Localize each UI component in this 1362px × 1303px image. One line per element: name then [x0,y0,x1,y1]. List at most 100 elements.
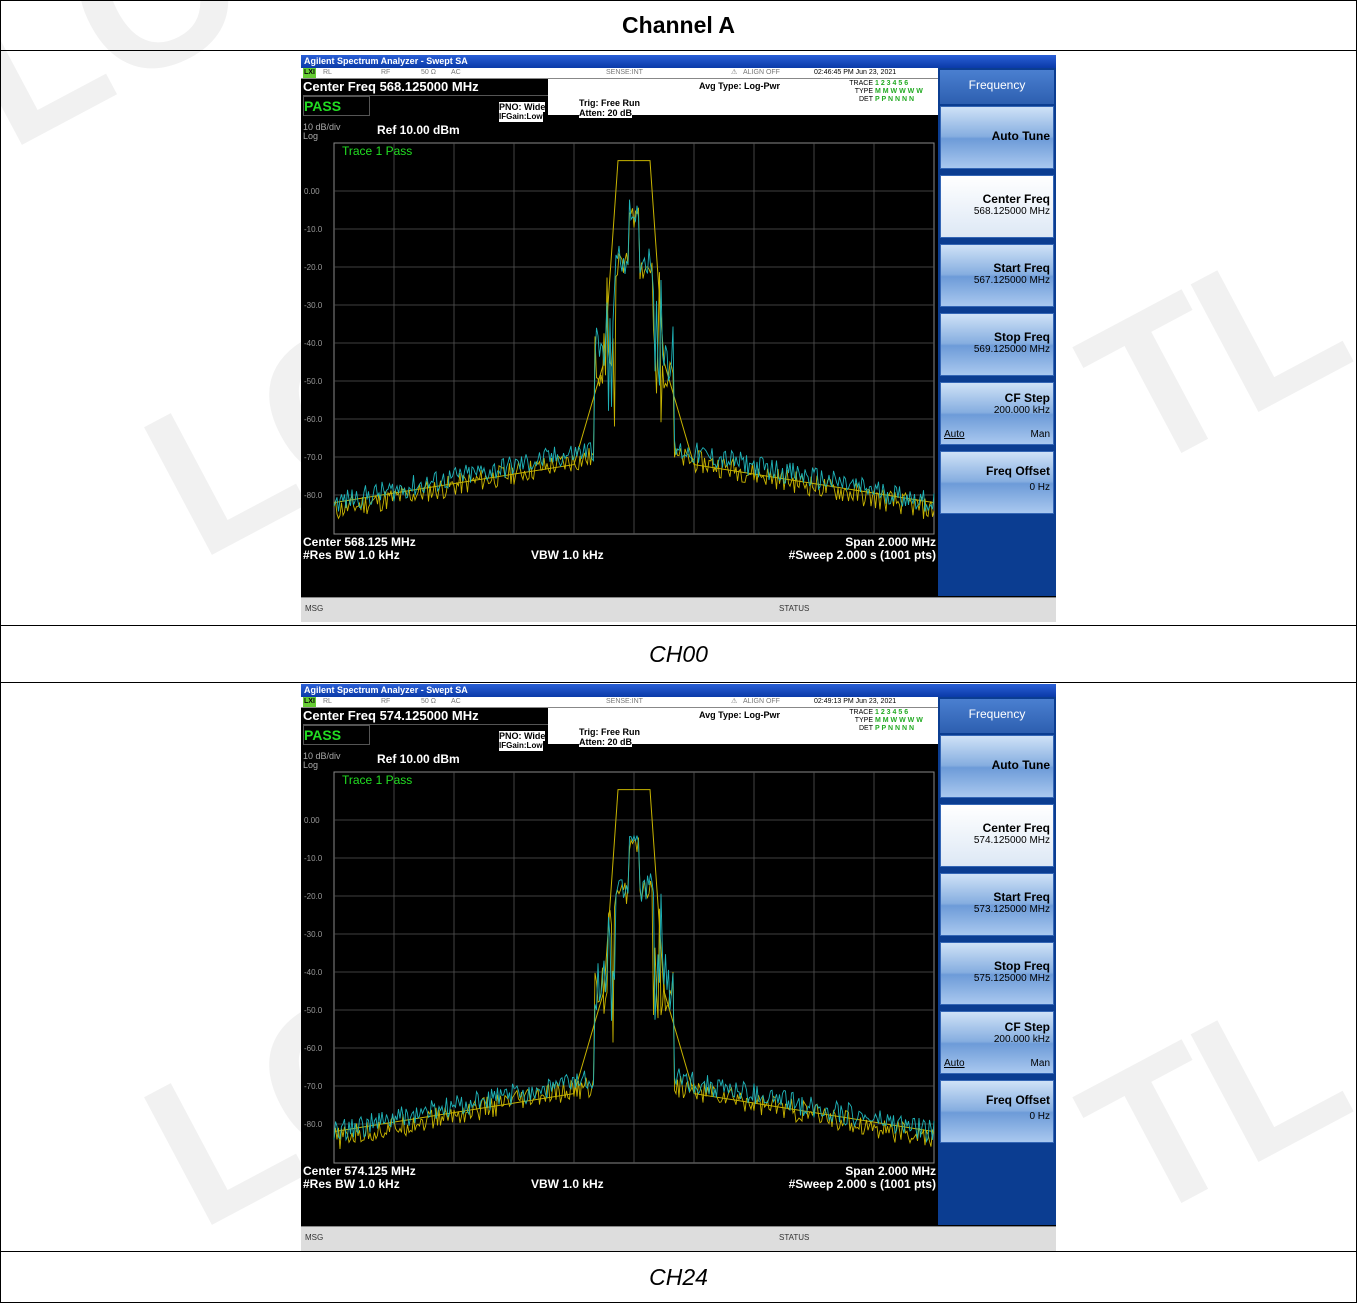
y-tick-label: -30.0 [304,930,323,939]
rl-label: RL [323,68,332,76]
y-tick-label: -10.0 [304,854,323,863]
spectrum-plot: 0.00 -10.0 -20.0 -30.0 -40.0 -50.0 -60.0 -70.0 -… [304,771,935,1163]
trigger-label: Trig: Free Run [579,97,641,108]
y-tick-label: -20.0 [304,263,323,272]
message-bar: MSG STATUS [301,1225,1056,1251]
status-label: STATUS [779,603,810,613]
freq-offset-softkey[interactable]: Freq Offset 0 Hz [940,450,1054,514]
screenshot-cell: Agilent Spectrum Analyzer - Swept SA LXI… [0,682,1357,1252]
lxi-icon: LXI [303,696,316,707]
center-freq-title: Center Freq 568.125000 MHz [303,78,548,96]
pass-indicator: PASS [303,95,370,116]
menu-title: Frequency [940,69,1054,104]
center-freq-bottom: Center 568.125 MHz [303,534,416,549]
warning-icon: ⚠ [731,68,738,76]
impedance-label: 50 Ω [421,697,436,705]
spectrum-analyzer-screen: Agilent Spectrum Analyzer - Swept SA LXI… [301,54,1056,622]
timestamp: 02:49:13 PM Jun 23, 2021 [814,697,897,705]
y-tick-label: -50.0 [304,1006,323,1015]
screenshot-cell: Agilent Spectrum Analyzer - Swept SA LXI… [0,50,1357,626]
ref-level: Ref 10.00 dBm [377,122,460,137]
rf-label: RF [381,68,391,76]
center-freq-bottom: Center 574.125 MHz [303,1163,416,1178]
y-tick-label: -70.0 [304,453,323,462]
trace-2-line [333,199,935,512]
avg-type-label: Avg Type: Log-Pwr [699,80,780,91]
start-freq-softkey[interactable]: Start Freq 573.125000 MHz [940,872,1054,936]
align-label: ALIGN OFF [743,68,780,76]
center-freq-softkey[interactable]: Center Freq 568.125000 MHz [940,174,1054,238]
y-tick-label: 0.00 [304,816,320,825]
y-tick-label: -20.0 [304,892,323,901]
span-label: Span 2.000 MHz [845,534,936,549]
vbw-label: VBW 1.0 kHz [531,1176,604,1191]
man-option[interactable]: Man [1030,428,1050,440]
trace-status: 1 2 3 4 5 6 M M W W W W P P N N N N [875,79,923,104]
report-header: Channel A [0,0,1357,51]
spectrum-plot: 0.00 -10.0 -20.0 -30.0 -40.0 -50.0 -60.0 -70.0 -… [304,142,935,534]
trace-1-line [333,207,935,519]
sweep-label: #Sweep 2.000 s (1001 pts) [788,1176,936,1191]
warning-icon: ⚠ [731,697,738,705]
pno-label: PNO: Wide [499,101,546,112]
center-freq-title: Center Freq 574.125000 MHz [303,707,548,725]
y-tick-label: -70.0 [304,1082,323,1091]
status-label: STATUS [779,1232,810,1242]
softkey-menu: Frequency Auto Tune Center Freq 568.1250… [938,67,1056,596]
y-tick-label: -80.0 [304,1120,323,1129]
y-tick-label: -40.0 [304,968,323,977]
window-title: Agilent Spectrum Analyzer - Swept SA [301,54,1056,68]
softkey-menu: Frequency Auto Tune Center Freq 574.1250… [938,696,1056,1225]
menu-title: Frequency [940,698,1054,733]
y-tick-label: -50.0 [304,377,323,386]
y-tick-label: -10.0 [304,225,323,234]
auto-tune-softkey[interactable]: Auto Tune [940,105,1054,169]
sense-label: SENSE:INT [606,697,643,705]
stop-freq-softkey[interactable]: Stop Freq 575.125000 MHz [940,941,1054,1005]
man-option[interactable]: Man [1030,1057,1050,1069]
y-tick-label: 0.00 [304,187,320,196]
y-tick-label: -60.0 [304,415,323,424]
trace-pass-label: Trace 1 Pass [342,144,412,158]
res-bw-label: #Res BW 1.0 kHz [303,547,400,562]
trace-2-line [333,833,935,1143]
ifgain-label: IFGain:Low [499,111,543,122]
start-freq-softkey[interactable]: Start Freq 567.125000 MHz [940,243,1054,307]
timestamp: 02:46:45 PM Jun 23, 2021 [814,68,897,76]
trace-status: 1 2 3 4 5 6 M M W W W W P P N N N N [875,708,923,733]
cf-step-softkey[interactable]: CF Step 200.000 kHz Auto Man [940,1010,1054,1074]
scale-label: 10 dB/div Log [303,750,341,770]
avg-type-label: Avg Type: Log-Pwr [699,709,780,720]
impedance-label: 50 Ω [421,68,436,76]
message-bar: MSG STATUS [301,596,1056,622]
coupling-label: AC [451,68,461,76]
spectrum-analyzer-screen: Agilent Spectrum Analyzer - Swept SA LXI… [301,683,1056,1251]
center-freq-softkey[interactable]: Center Freq 574.125000 MHz [940,803,1054,867]
rl-label: RL [323,697,332,705]
sense-label: SENSE:INT [606,68,643,76]
caption: CH00 [0,625,1357,683]
y-tick-label: -80.0 [304,491,323,500]
ref-level: Ref 10.00 dBm [377,751,460,766]
msg-label: MSG [305,1232,324,1242]
vbw-label: VBW 1.0 kHz [531,547,604,562]
sweep-label: #Sweep 2.000 s (1001 pts) [788,547,936,562]
cf-step-softkey[interactable]: CF Step 200.000 kHz Auto Man [940,381,1054,445]
trace-pass-label: Trace 1 Pass [342,773,412,787]
trace-type-det-labels: TRACE TYPE DET [833,708,873,733]
y-tick-label: -30.0 [304,301,323,310]
status-bar: LXI RL RF 50 Ω AC SENSE:INT ⚠ ALIGN OFF … [301,67,938,79]
trigger-label: Trig: Free Run [579,726,641,737]
trace-type-det-labels: TRACE TYPE DET [833,79,873,104]
caption: CH24 [0,1251,1357,1303]
auto-option[interactable]: Auto [944,428,965,440]
freq-offset-softkey[interactable]: Freq Offset 0 Hz [940,1079,1054,1143]
auto-tune-softkey[interactable]: Auto Tune [940,734,1054,798]
res-bw-label: #Res BW 1.0 kHz [303,1176,400,1191]
atten-label: Atten: 20 dB [579,736,633,747]
limit-mask-line [333,788,935,1132]
ifgain-label: IFGain:Low [499,740,543,751]
auto-option[interactable]: Auto [944,1057,965,1069]
stop-freq-softkey[interactable]: Stop Freq 569.125000 MHz [940,312,1054,376]
